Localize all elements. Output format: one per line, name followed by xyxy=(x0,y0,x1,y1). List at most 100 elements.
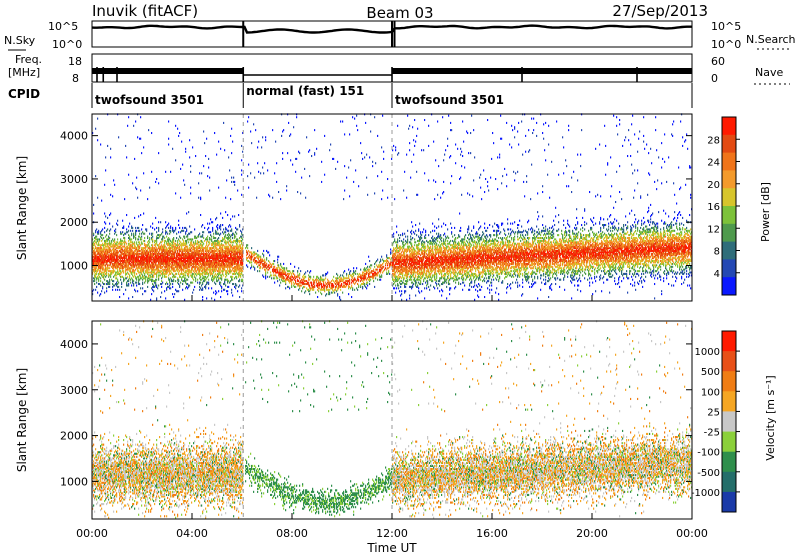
heatmap-cell xyxy=(189,139,191,142)
heatmap-cell xyxy=(324,134,326,137)
heatmap-cell xyxy=(165,262,167,265)
heatmap-cell xyxy=(113,260,115,263)
heatmap-cell xyxy=(155,278,157,281)
heatmap-cell xyxy=(171,257,173,260)
heatmap-cell xyxy=(97,291,99,294)
heatmap-cell xyxy=(152,251,154,254)
heatmap-cell xyxy=(175,242,177,245)
heatmap-cell xyxy=(159,261,161,264)
heatmap-cell xyxy=(131,255,133,258)
heatmap-cell xyxy=(148,242,150,245)
heatmap-cell xyxy=(169,254,171,257)
heatmap-cell xyxy=(143,248,145,251)
heatmap-cell xyxy=(101,248,103,251)
heatmap-cell xyxy=(168,239,170,242)
heatmap-cell xyxy=(160,271,162,274)
heatmap-cell xyxy=(95,260,97,263)
heatmap-cell xyxy=(172,265,174,268)
heatmap-cell xyxy=(163,247,165,250)
heatmap-cell xyxy=(344,165,346,168)
heatmap-cell xyxy=(162,275,164,278)
heatmap-cell xyxy=(260,255,262,258)
heatmap-cell xyxy=(151,280,153,283)
heatmap-cell xyxy=(216,216,218,219)
heatmap-cell xyxy=(179,264,181,267)
heatmap-cell xyxy=(114,270,116,273)
heatmap-cell xyxy=(101,257,103,260)
heatmap-cell xyxy=(143,264,145,267)
heatmap-cell xyxy=(107,242,109,245)
heatmap-cell xyxy=(109,249,111,252)
heatmap-cell xyxy=(232,237,234,240)
heatmap-cell xyxy=(165,254,167,257)
heatmap-cell xyxy=(175,264,177,267)
heatmap-cell xyxy=(154,281,156,284)
heatmap-cell xyxy=(131,254,133,257)
heatmap-cell xyxy=(167,254,169,257)
heatmap-cell xyxy=(158,262,160,265)
heatmap-cell xyxy=(134,270,136,273)
heatmap-cell xyxy=(116,244,118,247)
heatmap-cell xyxy=(143,172,145,175)
heatmap-cell xyxy=(133,237,135,240)
heatmap-cell xyxy=(93,242,95,245)
heatmap-cell xyxy=(168,261,170,264)
heatmap-cell xyxy=(103,283,105,286)
heatmap-cell xyxy=(160,252,162,255)
heatmap-cell xyxy=(253,123,255,126)
heatmap-cell xyxy=(159,274,161,277)
heatmap-cell xyxy=(177,258,179,261)
heatmap-cell xyxy=(371,264,373,267)
heatmap-cell xyxy=(99,272,101,275)
heatmap-cell xyxy=(99,239,101,242)
heatmap-cell xyxy=(98,257,100,260)
heatmap-cell xyxy=(100,235,102,238)
heatmap-cell xyxy=(105,251,107,254)
heatmap-cell xyxy=(93,203,95,206)
heatmap-cell xyxy=(111,271,113,274)
heatmap-cell xyxy=(167,270,169,273)
heatmap-cell xyxy=(147,249,149,252)
heatmap-cell xyxy=(157,265,159,268)
heatmap-cell xyxy=(130,241,132,244)
heatmap-cell xyxy=(140,287,142,290)
heatmap-cell xyxy=(232,140,234,143)
heatmap-cell xyxy=(248,116,250,119)
heatmap-cell xyxy=(105,169,107,172)
heatmap-cell xyxy=(373,280,375,283)
heatmap-cell xyxy=(174,274,176,277)
heatmap-cell xyxy=(161,248,163,251)
heatmap-cell xyxy=(151,255,153,258)
heatmap-cell xyxy=(177,254,179,257)
heatmap-cell xyxy=(180,275,182,278)
heatmap-cell xyxy=(95,268,97,271)
heatmap-cell xyxy=(109,242,111,245)
heatmap-cell xyxy=(175,288,177,291)
heatmap-cell xyxy=(98,247,100,250)
heatmap-cell xyxy=(151,234,153,237)
heatmap-cell xyxy=(163,271,165,274)
heatmap-cell xyxy=(150,257,152,260)
heatmap-cell xyxy=(170,265,172,268)
heatmap-cell xyxy=(153,262,155,265)
heatmap-cell xyxy=(156,226,158,229)
heatmap-cell xyxy=(102,265,104,268)
heatmap-cell xyxy=(117,288,119,291)
heatmap-cell xyxy=(173,229,175,232)
heatmap-cell xyxy=(133,235,135,238)
heatmap-cell xyxy=(122,265,124,268)
heatmap-cell xyxy=(165,231,167,234)
heatmap-cell xyxy=(109,239,111,242)
heatmap-cell xyxy=(180,241,182,244)
heatmap-cell xyxy=(149,268,151,271)
heatmap-cell xyxy=(152,275,154,278)
heatmap-cell xyxy=(176,255,178,258)
heatmap-cell xyxy=(107,268,109,271)
heatmap-cell xyxy=(173,296,175,299)
heatmap-cell xyxy=(139,265,141,268)
heatmap-cell xyxy=(150,254,152,257)
heatmap-cell xyxy=(105,275,107,278)
heatmap-cell xyxy=(96,285,98,288)
heatmap-cell xyxy=(121,254,123,257)
heatmap-cell xyxy=(236,284,238,287)
